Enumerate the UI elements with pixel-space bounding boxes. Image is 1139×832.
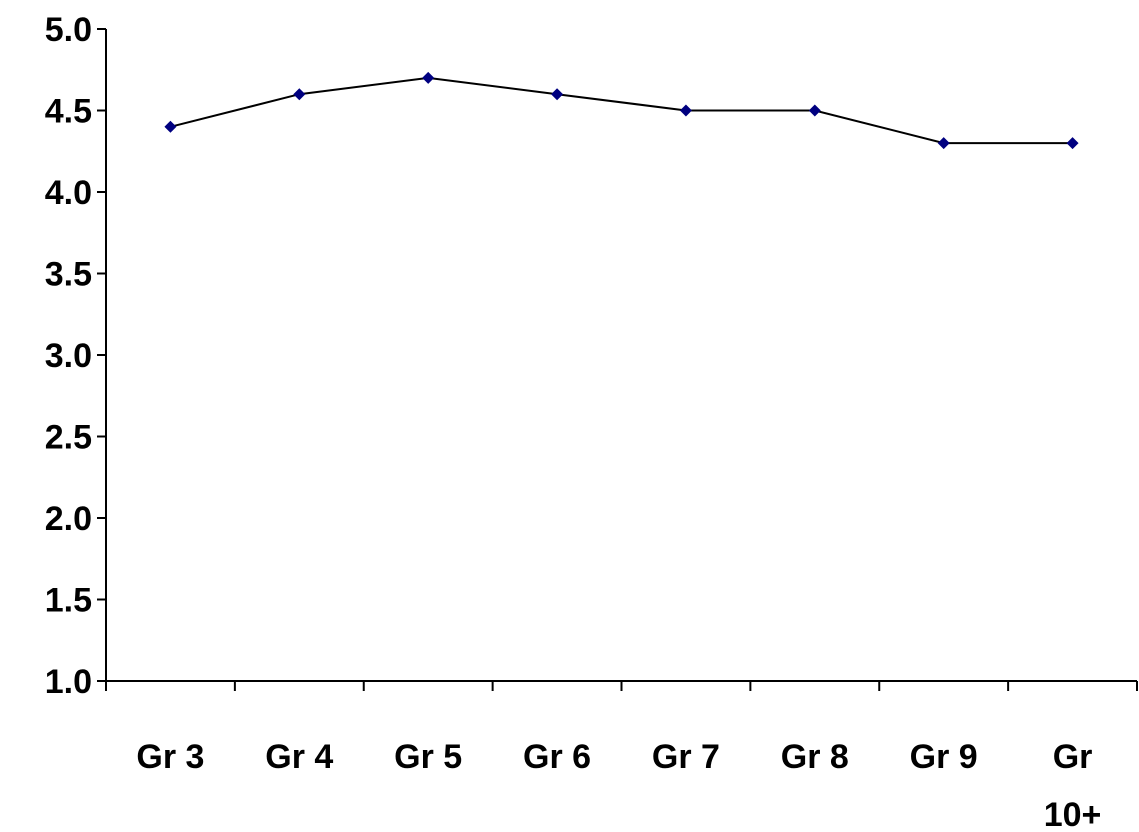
- y-tick-label: 5.0: [45, 11, 92, 49]
- data-point: [551, 88, 564, 101]
- x-tick-label: Gr 3: [136, 738, 204, 776]
- data-point: [679, 104, 692, 117]
- data-point: [1066, 137, 1079, 150]
- x-tick-label: Gr 10+: [1044, 738, 1102, 832]
- tick-labels: 1.0 1.5 2.0 2.5 3.0 3.5 4.0 4.5 5.0 Gr 3 Gr 4 Gr 5 G…: [45, 11, 1102, 832]
- x-tick-label: Gr 7: [652, 738, 720, 776]
- y-tick-label: 2.5: [45, 419, 92, 457]
- y-tick-label: 3.0: [45, 337, 92, 375]
- y-tick-label: 4.5: [45, 93, 92, 131]
- y-tick-label: 2.0: [45, 500, 92, 538]
- y-tick-label: 1.5: [45, 582, 92, 620]
- data-point: [808, 104, 821, 117]
- axes: [105, 29, 1137, 682]
- y-tick-label: 3.5: [45, 256, 92, 294]
- data-point: [422, 71, 435, 84]
- x-tick-label: Gr 4: [265, 738, 333, 776]
- series-layer: [164, 71, 1079, 150]
- y-tick-label: 1.0: [45, 663, 92, 701]
- data-point: [937, 137, 950, 150]
- data-point: [293, 88, 306, 101]
- y-tick-label: 4.0: [45, 174, 92, 212]
- series-line: [170, 76, 1073, 145]
- axis-ticks: [97, 28, 1138, 691]
- x-tick-label: Gr 5: [394, 738, 462, 776]
- x-tick-label: Gr 8: [781, 738, 849, 776]
- x-tick-label: Gr 9: [910, 738, 978, 776]
- data-point: [164, 120, 177, 133]
- x-tick-label: Gr 6: [523, 738, 591, 776]
